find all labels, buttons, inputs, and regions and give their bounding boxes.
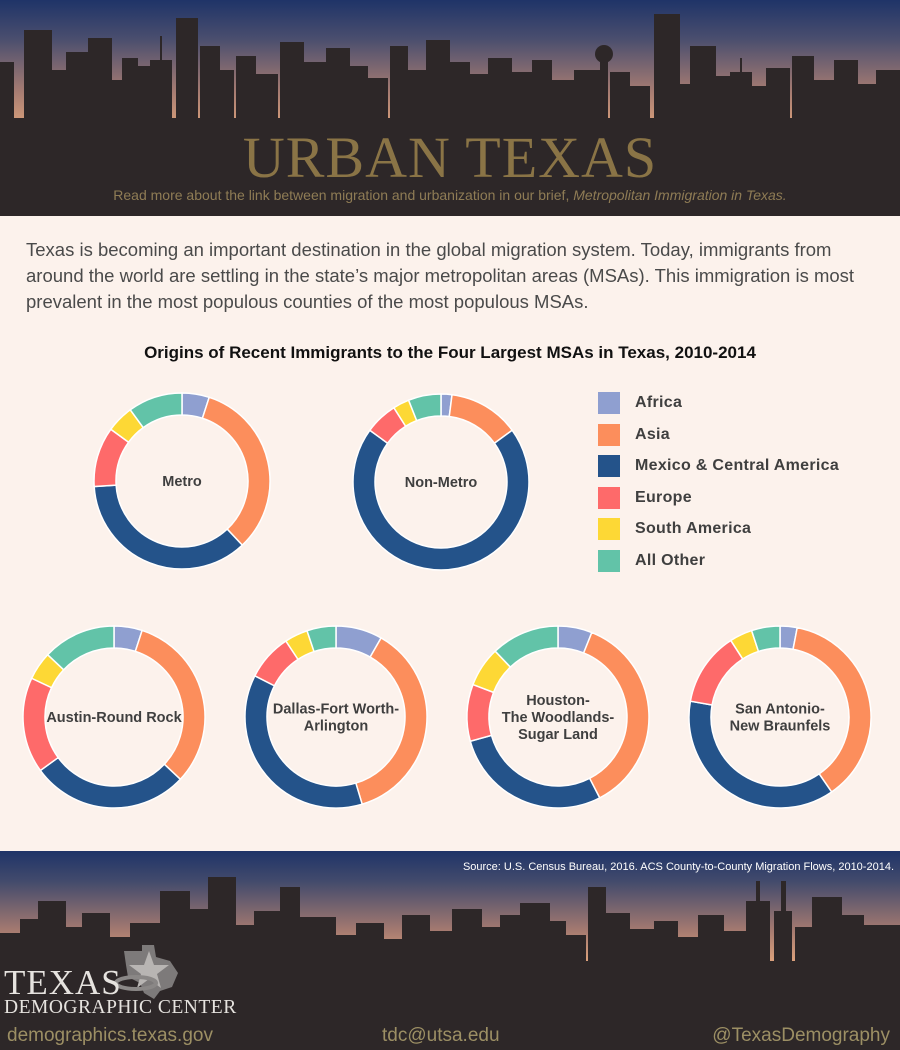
donut-label-san-antonio-new-braunfels: San Antonio- (735, 702, 825, 718)
legend-item-europe: Europe (598, 486, 692, 509)
slice-non-metro-mexico-and-central-america (352, 429, 530, 571)
donut-non-metro: Non-Metro (352, 393, 530, 571)
donut-label-austin-round-rock: Austin-Round Rock (46, 710, 182, 726)
legend-swatch (598, 455, 620, 477)
slice-dallas-fort-worth-arlington-all-other (306, 625, 337, 653)
logo-texas-text: TEXAS (4, 963, 122, 1002)
legend-swatch (598, 518, 620, 540)
donut-charts: Metro Non-Metro Austin-Round Rock Dallas-Fo… (22, 392, 872, 809)
legend-label: South America (635, 520, 752, 537)
legend-swatch (598, 486, 620, 509)
slice-san-antonio-new-braunfels-europe (689, 639, 744, 706)
slice-houston-the-woodlands-sugar-land-europe (466, 683, 495, 743)
legend-item-south-america: South America (598, 518, 751, 540)
legend-label: All Other (635, 551, 706, 569)
donut-label-dallas-fort-worth-arlington: Arlington (304, 719, 368, 735)
slice-non-metro-all-other (407, 393, 442, 422)
legend-item-asia: Asia (598, 423, 670, 446)
donut-label-houston-the-woodlands-sugar-land: Houston- (526, 693, 590, 709)
donut-san-antonio-new-braunfels: San Antonio-New Braunfels (688, 625, 872, 809)
slice-austin-round-rock-all-other (46, 625, 115, 671)
intro-paragraph: Texas is becoming an important destinati… (26, 239, 855, 312)
donut-houston-the-woodlands-sugar-land: Houston-The Woodlands-Sugar Land (466, 625, 650, 809)
brief-title-link[interactable]: Metropolitan Immigration in Texas. (573, 187, 787, 203)
legend-item-all-other: All Other (598, 549, 706, 572)
donut-metro: Metro (93, 392, 271, 570)
twitter-link[interactable]: @TexasDemography (712, 1025, 890, 1046)
slice-metro-mexico-and-central-america (93, 484, 244, 570)
slice-dallas-fort-worth-arlington-mexico-and-central-america (244, 674, 364, 809)
donut-label-houston-the-woodlands-sugar-land: The Woodlands- (502, 710, 615, 726)
page-title: URBAN TEXAS (242, 125, 658, 190)
tdc-logo[interactable]: TEXAS DEMOGRAPHIC CENTER (4, 943, 244, 1023)
legend-label: Mexico & Central America (635, 457, 840, 474)
legend-label: Asia (635, 425, 670, 443)
header-subtitle-text: Read more about the link between migrati… (113, 187, 574, 203)
legend-item-mexico-and-central-america: Mexico & Central America (598, 455, 839, 477)
website-link[interactable]: demographics.texas.gov (7, 1025, 213, 1046)
slice-austin-round-rock-mexico-and-central-america (39, 756, 182, 809)
donut-label-dallas-fort-worth-arlington: Dallas-Fort Worth- (273, 702, 399, 718)
legend-label: Europe (635, 488, 692, 506)
slice-houston-the-woodlands-sugar-land-all-other (494, 625, 559, 669)
chart-title: Origins of Recent Immigrants to the Four… (144, 343, 756, 362)
donut-dallas-fort-worth-arlington: Dallas-Fort Worth-Arlington (244, 625, 428, 809)
legend-label: Africa (635, 394, 683, 411)
header-banner: URBAN TEXAS Read more about the link bet… (0, 0, 900, 216)
slice-houston-the-woodlands-sugar-land-mexico-and-central-america (469, 734, 601, 809)
donut-austin-round-rock: Austin-Round Rock (22, 625, 206, 809)
legend-swatch (598, 423, 620, 446)
legend-item-africa: Africa (598, 392, 682, 414)
donut-label-non-metro: Non-Metro (405, 475, 478, 491)
email-link[interactable]: tdc@utsa.edu (382, 1025, 500, 1046)
slice-non-metro-asia (448, 393, 514, 445)
source-note: Source: U.S. Census Bureau, 2016. ACS Co… (462, 861, 894, 873)
slice-metro-all-other (129, 392, 183, 429)
slice-metro-asia (201, 396, 271, 547)
legend-swatch (598, 392, 620, 414)
skyline-silhouette-top (0, 14, 900, 216)
slice-austin-round-rock-asia (134, 629, 206, 781)
skyline-silhouette-bottom (0, 877, 900, 1050)
texas-star-icon (114, 945, 178, 999)
donut-label-san-antonio-new-braunfels: New Braunfels (730, 719, 831, 735)
donut-label-houston-the-woodlands-sugar-land: Sugar Land (518, 727, 598, 743)
header-subtitle: Read more about the link between migrati… (0, 187, 900, 203)
slice-san-antonio-new-braunfels-all-other (750, 625, 781, 653)
footer-banner: Source: U.S. Census Bureau, 2016. ACS Co… (0, 851, 900, 1050)
donut-label-metro: Metro (162, 474, 202, 490)
legend-swatch (598, 549, 620, 572)
logo-demographic-center-text: DEMOGRAPHIC CENTER (4, 997, 237, 1018)
